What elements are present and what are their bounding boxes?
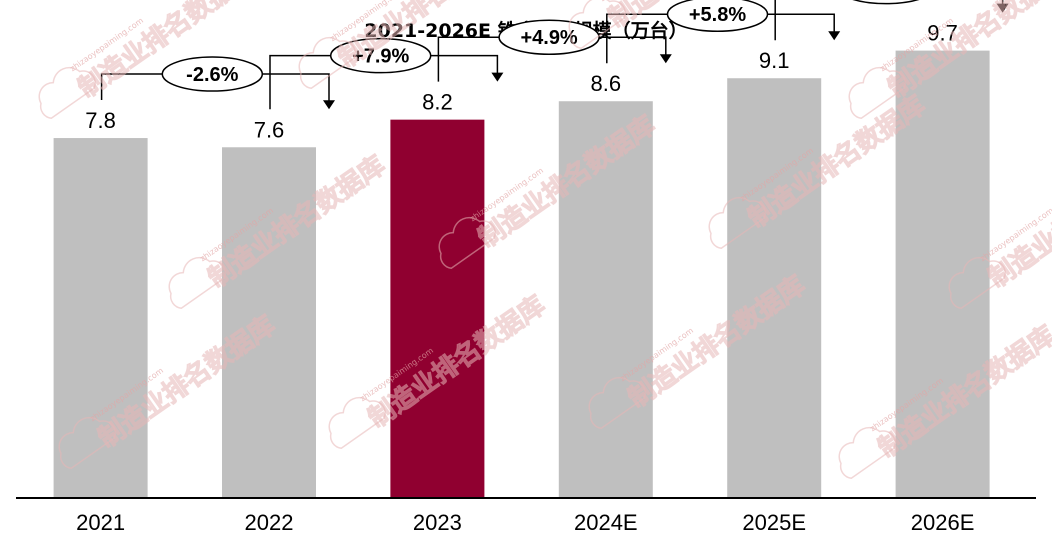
growth-label-0: -2.6% — [186, 64, 238, 86]
x-tick-2025E: 2025E — [742, 510, 806, 535]
growth-badge-4 — [852, 0, 920, 5]
watermark-cloud-icon — [328, 396, 386, 449]
growth-arrow-4 — [996, 3, 1009, 13]
bar-2026E — [895, 50, 990, 498]
growth-badge-1 — [329, 37, 432, 74]
watermark-cloud-icon — [438, 216, 496, 269]
watermark-cloud-icon — [838, 426, 896, 479]
bar-2024E — [558, 101, 653, 498]
bar-2022 — [222, 147, 316, 497]
growth-annotations: -2.6%+7.9%+4.9%+5.8%+6.6% — [100, 0, 1009, 110]
watermark-cloud-icon — [708, 196, 766, 249]
value-label-2024E: 8.6 — [591, 71, 622, 96]
growth-arrow-1 — [491, 72, 504, 82]
watermark-cloud-icon — [568, 0, 626, 49]
value-label-2026E: 9.7 — [927, 21, 958, 46]
watermark-cloud-icon — [588, 376, 646, 429]
x-tick-2022: 2022 — [245, 510, 294, 535]
bars-group: 7.8 7.6 8.2 8.6 9.1 9.7 — [53, 21, 990, 498]
x-tick-2026E: 2026E — [911, 510, 975, 535]
growth-bracket-4 — [774, 0, 1004, 41]
growth-badge-0 — [161, 56, 264, 92]
growth-label-2: +4.9% — [520, 27, 577, 49]
value-label-2025E: 9.1 — [759, 48, 790, 73]
watermark-cloud-icon — [168, 256, 226, 309]
watermark-cloud-icon — [38, 66, 96, 119]
watermark-cloud-icon — [298, 36, 356, 89]
growth-arrow-3 — [828, 31, 841, 41]
x-tick-labels: 2021 2022 2023 2024E 2025E 2026E — [76, 510, 974, 535]
watermark-cloud-icon — [948, 256, 1006, 309]
growth-label-1: +7.9% — [352, 46, 409, 68]
x-tick-2023: 2023 — [413, 510, 462, 535]
value-label-2021: 7.8 — [85, 108, 116, 133]
watermark-cloud-icon — [58, 416, 116, 469]
growth-arrow-0 — [323, 100, 335, 110]
growth-arrow-2 — [659, 54, 672, 64]
watermark-cloud-icon — [848, 66, 906, 119]
x-tick-2021: 2021 — [76, 510, 125, 535]
value-label-2022: 7.6 — [254, 117, 285, 142]
bar-2021 — [53, 138, 148, 498]
bar-2025E — [727, 78, 822, 498]
x-tick-2024E: 2024E — [574, 510, 638, 535]
growth-label-3: +5.8% — [689, 4, 746, 26]
growth-badge-3 — [666, 0, 769, 32]
bar-2023 — [390, 119, 485, 498]
value-label-2023: 8.2 — [422, 90, 453, 115]
